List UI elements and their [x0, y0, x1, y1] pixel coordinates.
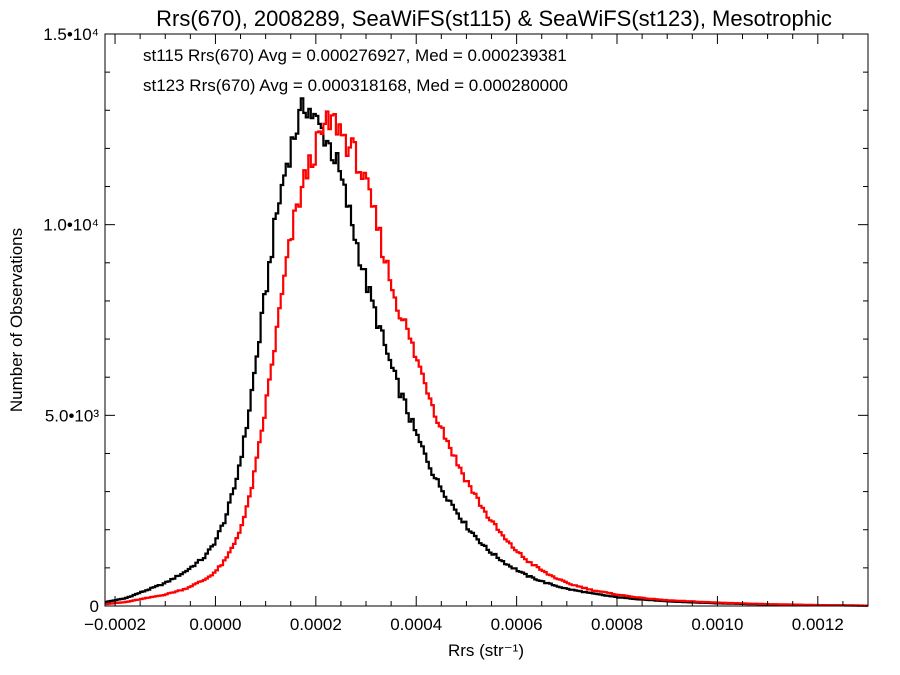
x-tick-label: 0.0012 [792, 615, 844, 634]
axis-layer: −0.0002 0.0000 0.0002 0.0004 0.0006 0.0008 0.0… [43, 25, 869, 634]
x-tick-label: −0.0002 [84, 615, 146, 634]
histogram-series-1 [105, 97, 868, 607]
x-tick-label: 0.0008 [591, 615, 643, 634]
x-tick-label: 0.0000 [189, 615, 241, 634]
plot-frame [104, 33, 869, 607]
y-tick-label: 1.5•10⁴ [43, 25, 99, 44]
x-axis-label: Rrs (str⁻¹) [448, 641, 524, 660]
x-tick-label: 0.0006 [491, 615, 543, 634]
annotation-st123: st123 Rrs(670) Avg = 0.000318168, Med = … [143, 76, 568, 95]
y-tick-label: 5.0•10³ [45, 406, 99, 425]
y-axis-label: Number of Observations [7, 228, 26, 412]
y-tick-label: 0 [90, 597, 99, 616]
y-tick-label: 1.0•10⁴ [43, 216, 99, 235]
histogram-series-2 [105, 110, 868, 607]
x-tick-label: 0.0010 [691, 615, 743, 634]
x-tick-label: 0.0002 [290, 615, 342, 634]
series-layer [105, 97, 868, 607]
chart-title: Rrs(670), 2008289, SeaWiFS(st115) & SeaW… [156, 6, 832, 31]
annotation-st115: st115 Rrs(670) Avg = 0.000276927, Med = … [143, 46, 567, 65]
x-tick-label: 0.0004 [390, 615, 442, 634]
